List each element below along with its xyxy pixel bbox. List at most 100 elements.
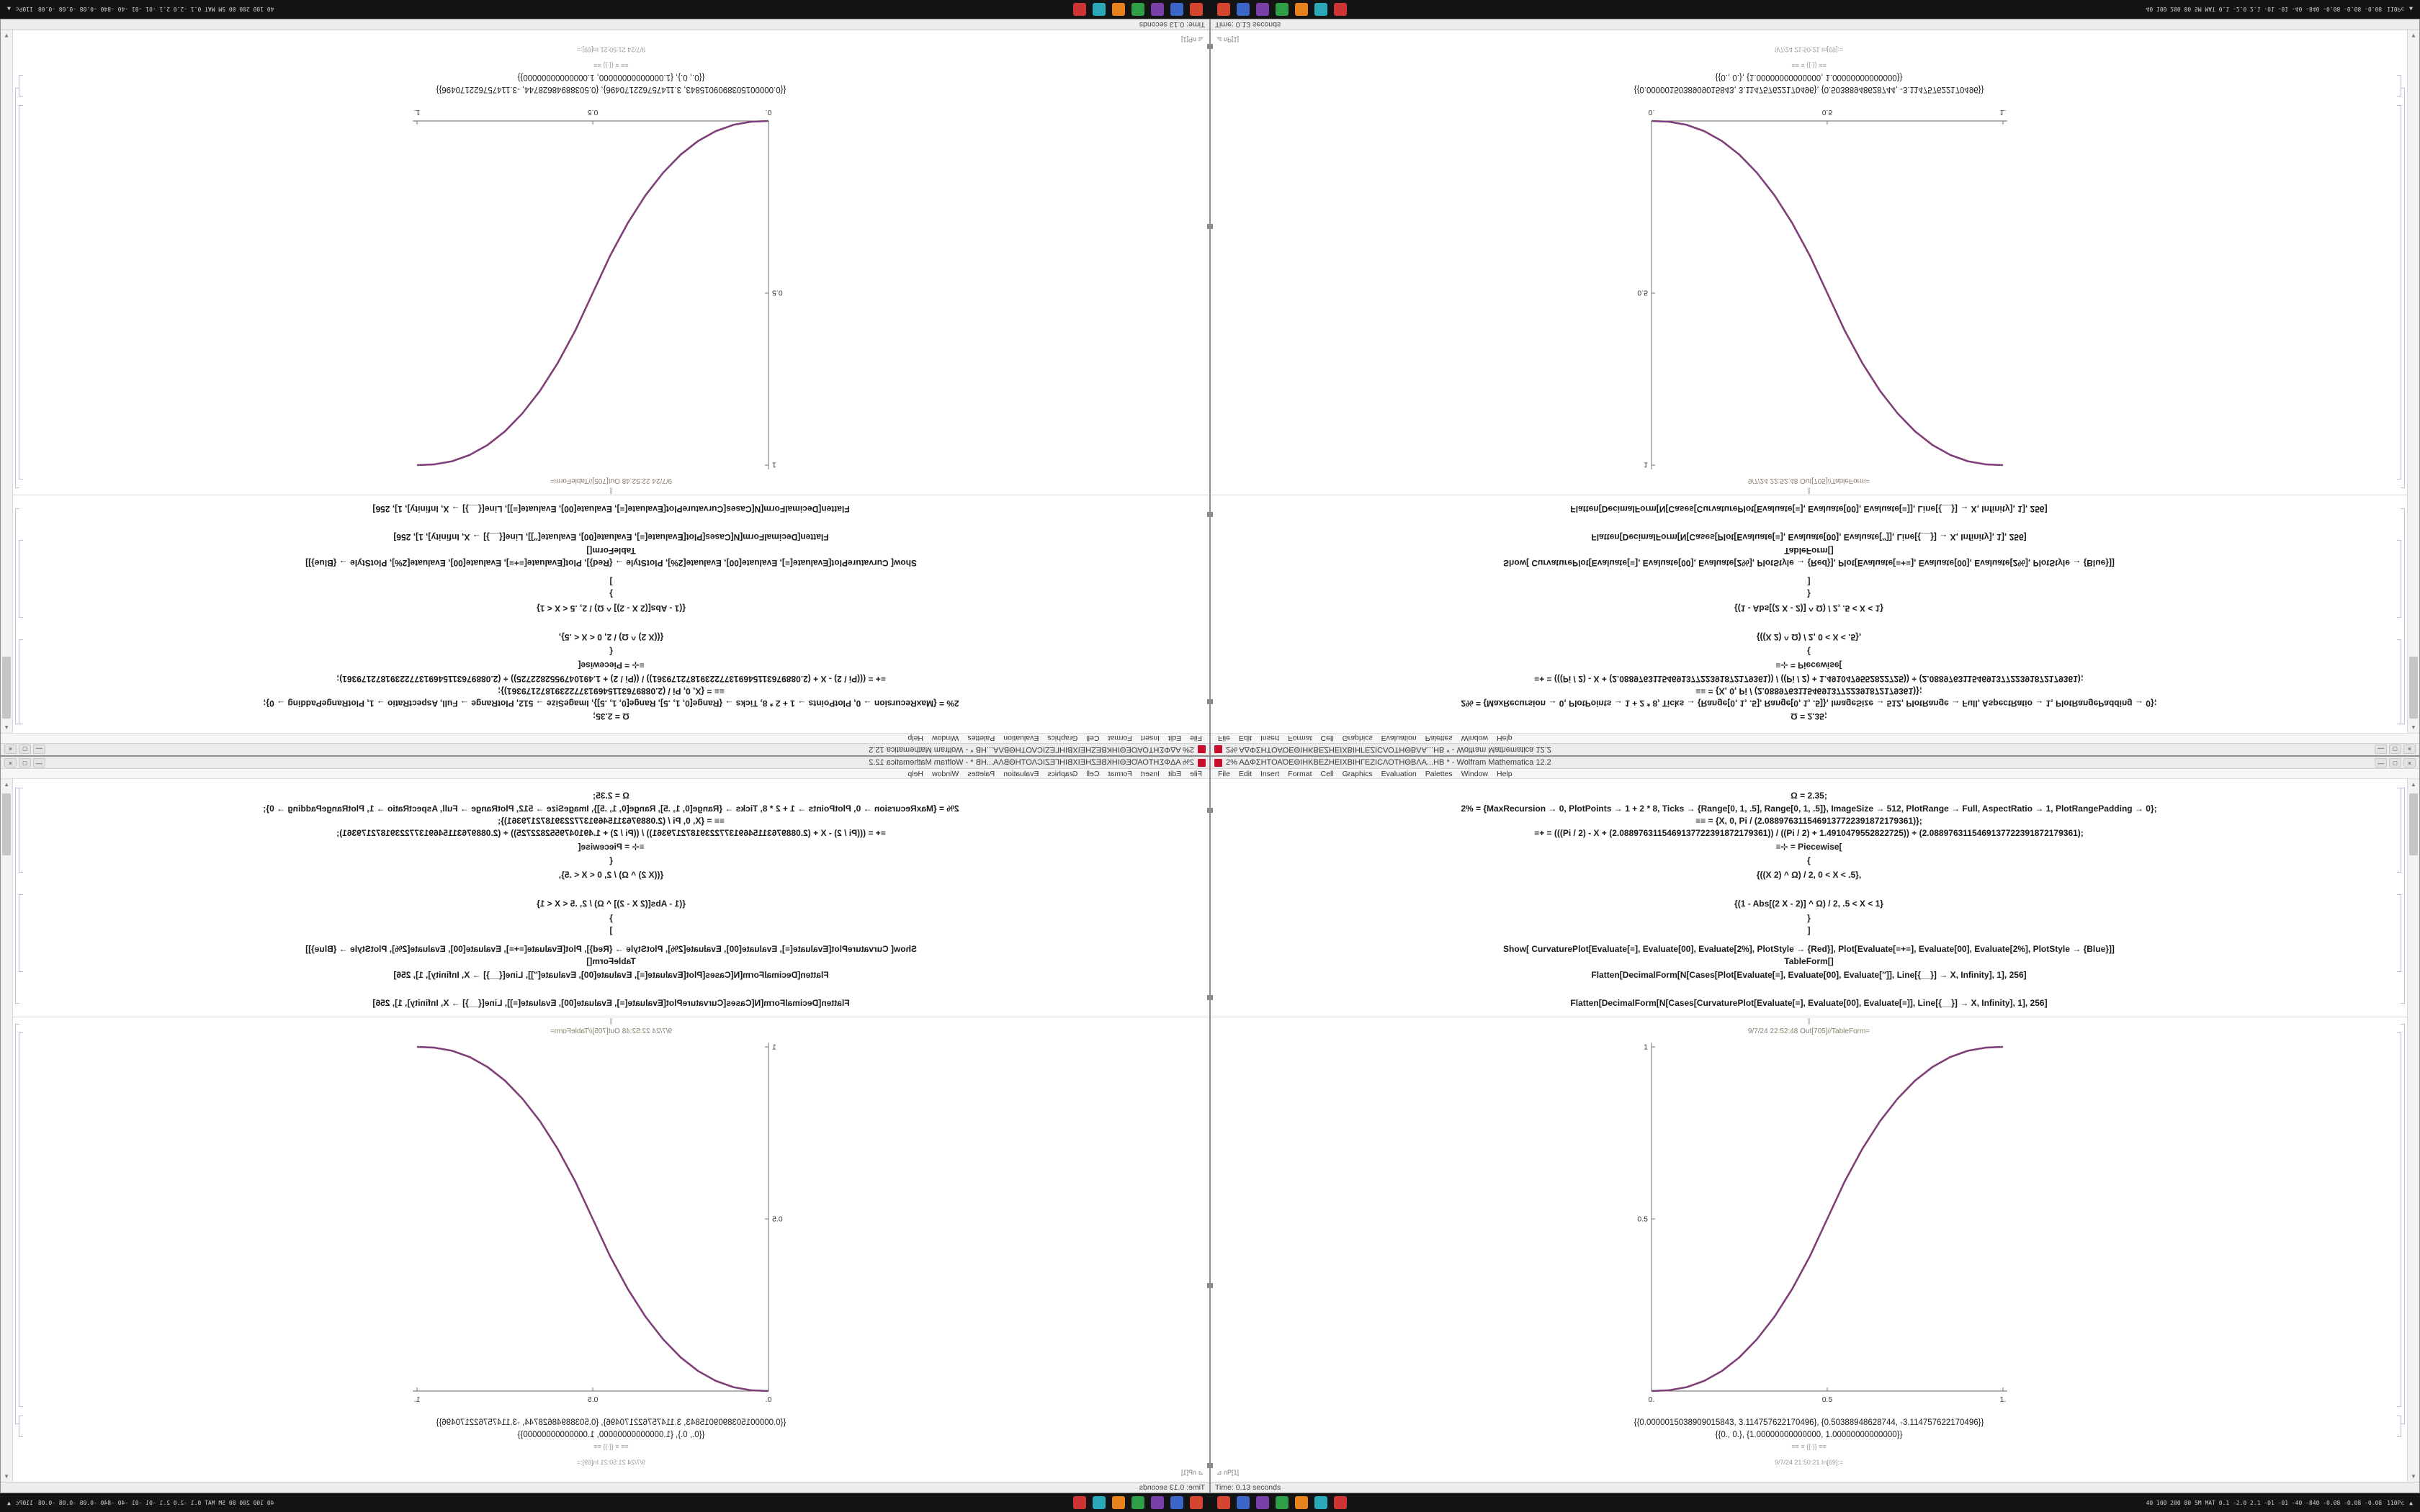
menu-format[interactable]: Format xyxy=(1288,734,1312,743)
menu-file[interactable]: File xyxy=(1190,769,1202,778)
notebook-input-line[interactable]: } xyxy=(609,589,613,599)
menu-edit[interactable]: Edit xyxy=(1238,769,1252,778)
cell-bracket[interactable] xyxy=(19,1416,23,1437)
notebook-input-line[interactable]: ≡≡ = {X, 0, Pi / (2.08897631154691377223… xyxy=(498,816,725,826)
menu-help[interactable]: Help xyxy=(1497,734,1512,743)
notebook-input-line[interactable]: TableForm[] xyxy=(586,546,636,556)
notebook-input-line[interactable]: ] xyxy=(609,925,613,935)
notebook-input-line[interactable]: ≡+ = (((Pi / 2) - X + (2.088976311546913… xyxy=(1534,828,2084,838)
minimize-button[interactable]: — xyxy=(33,757,45,768)
cell-bracket[interactable] xyxy=(2397,1416,2401,1437)
notebook-input-line[interactable]: 2% = {MaxRecursion → 0, PlotPoints → 1 +… xyxy=(1461,698,2157,708)
taskbar-app-icon-red[interactable] xyxy=(1217,1496,1230,1509)
menu-file[interactable]: File xyxy=(1218,769,1230,778)
notebook-input-line[interactable]: {((X 2) ^ Ω) / 2, 0 < X < .5}, xyxy=(1756,870,1862,880)
scroll-up-arrow-icon[interactable]: ▲ xyxy=(4,781,9,788)
taskbar-app-icon-red[interactable] xyxy=(1190,1496,1203,1509)
window-titlebar[interactable]: 2% ΑΔΦΣΗΤΟΑΌΕΘΙΗΚΒΕΖΗΕΙΧΒΙΗΓΕΖΙCΛΟΤΗΘΒΛΑ… xyxy=(1,743,1209,755)
notebook-input-line[interactable]: ≡+ = (((Pi / 2) - X + (2.088976311546913… xyxy=(336,674,886,684)
cell-bracket[interactable] xyxy=(2397,894,2401,972)
notebook-input-line[interactable]: ≡⊹ = Piecewise[ xyxy=(578,842,645,852)
taskbar-app-icon-teal[interactable] xyxy=(1093,3,1106,16)
scrollbar-thumb[interactable] xyxy=(2409,793,2418,855)
notebook-input-line[interactable]: } xyxy=(1807,913,1811,923)
taskbar-app-icon-orange[interactable] xyxy=(1295,3,1308,16)
menu-window[interactable]: Window xyxy=(931,769,959,778)
cell-bracket[interactable] xyxy=(2397,1032,2401,1407)
notebook-input-line[interactable]: Flatten[DecimalForm[N[Cases[CurvaturePlo… xyxy=(372,504,850,514)
taskbar-app-icon-red[interactable] xyxy=(1190,3,1203,16)
notebook-input-line[interactable]: Ω = 2.35; xyxy=(1791,711,1827,721)
menu-cell[interactable]: Cell xyxy=(1086,769,1100,778)
menu-evaluation[interactable]: Evaluation xyxy=(1003,734,1039,743)
menu-insert[interactable]: Insert xyxy=(1140,734,1160,743)
maximize-button[interactable]: □ xyxy=(2389,757,2401,768)
maximize-button[interactable]: □ xyxy=(19,757,31,768)
window-titlebar[interactable]: 2% ΑΔΦΣΗΤΟΑΌΕΘΙΗΚΒΕΖΗΕΙΧΒΙΗΓΕΖΙCΛΟΤΗΘΒΛΑ… xyxy=(1211,757,2419,769)
notebook-input-line[interactable]: Flatten[DecimalForm[N[Cases[Plot[Evaluat… xyxy=(1591,970,2027,980)
menu-insert[interactable]: Insert xyxy=(1260,734,1280,743)
cell-bracket[interactable] xyxy=(2401,1024,2405,1424)
cell-bracket[interactable] xyxy=(19,540,23,618)
cell-bracket[interactable] xyxy=(2397,639,2401,724)
notebook-input-line[interactable]: TableForm[] xyxy=(586,956,636,966)
scroll-down-arrow-icon[interactable]: ▼ xyxy=(2411,32,2416,39)
scroll-down-arrow-icon[interactable]: ▼ xyxy=(2411,1473,2416,1480)
notebook-input-line[interactable]: ≡≡ = {X, 0, Pi / (2.08897631154691377223… xyxy=(1695,816,1922,826)
notebook-input-line[interactable]: Show[ CurvaturePlot[Evaluate[≡], Evaluat… xyxy=(1503,558,2115,568)
taskbar-app-icon-green[interactable] xyxy=(1131,1496,1144,1509)
taskbar-app-icon-purple[interactable] xyxy=(1151,1496,1164,1509)
cell-bracket[interactable] xyxy=(19,894,23,972)
notebook-input-line[interactable]: ≡+ = (((Pi / 2) - X + (2.088976311546913… xyxy=(336,828,886,838)
notebook-input-line[interactable]: } xyxy=(609,913,613,923)
vertical-scrollbar[interactable]: ▲ ▼ xyxy=(2407,30,2419,733)
menu-palettes[interactable]: Palettes xyxy=(967,769,995,778)
taskbar-app-icon-green[interactable] xyxy=(1131,3,1144,16)
scrollbar-thumb[interactable] xyxy=(2,657,11,719)
cell-bracket[interactable] xyxy=(2397,75,2401,96)
notebook-input-line[interactable]: {((X 2) ^ Ω) / 2, 0 < X < .5}, xyxy=(558,632,664,642)
notebook-input-line[interactable]: {((X 2) ^ Ω) / 2, 0 < X < .5}, xyxy=(558,870,664,880)
notebook-input-line[interactable]: Ω = 2.35; xyxy=(593,711,629,721)
cell-bracket[interactable] xyxy=(2397,540,2401,618)
notebook-input-line[interactable]: { xyxy=(609,647,613,657)
menu-cell[interactable]: Cell xyxy=(1320,769,1334,778)
menu-edit[interactable]: Edit xyxy=(1168,734,1182,743)
cell-bracket[interactable] xyxy=(19,75,23,96)
vertical-scrollbar[interactable]: ▲ ▼ xyxy=(2407,779,2419,1482)
menu-format[interactable]: Format xyxy=(1288,769,1312,778)
notebook-input-line[interactable]: Show[ CurvaturePlot[Evaluate[≡], Evaluat… xyxy=(305,944,917,954)
notebook-input-line[interactable]: 2% = {MaxRecursion → 0, PlotPoints → 1 +… xyxy=(263,804,959,814)
cell-bracket[interactable] xyxy=(19,105,23,480)
notebook-input-line[interactable]: 2% = {MaxRecursion → 0, PlotPoints → 1 +… xyxy=(263,698,959,708)
notebook-input-line[interactable]: ] xyxy=(1807,577,1811,587)
notebook-input-line[interactable]: ] xyxy=(609,577,613,587)
cell-bracket[interactable] xyxy=(2401,788,2405,1004)
menu-palettes[interactable]: Palettes xyxy=(1425,769,1453,778)
menu-graphics[interactable]: Graphics xyxy=(1047,769,1078,778)
tray-expand-icon[interactable]: ▲ xyxy=(7,1499,11,1506)
notebook-input-line[interactable]: { xyxy=(609,855,613,865)
cell-bracket[interactable] xyxy=(19,1032,23,1407)
menu-graphics[interactable]: Graphics xyxy=(1342,769,1373,778)
menu-format[interactable]: Format xyxy=(1108,734,1132,743)
menu-cell[interactable]: Cell xyxy=(1320,734,1334,743)
menu-insert[interactable]: Insert xyxy=(1140,769,1160,778)
menu-format[interactable]: Format xyxy=(1108,769,1132,778)
menu-palettes[interactable]: Palettes xyxy=(967,734,995,743)
taskbar-app-icon-orange[interactable] xyxy=(1295,1496,1308,1509)
taskbar-app-icon-purple[interactable] xyxy=(1256,3,1269,16)
tray-expand-icon[interactable]: ▲ xyxy=(2409,1499,2413,1506)
notebook-input-line[interactable]: {(1 - Abs[(2 X - 2)] ^ Ω) / 2, .5 < X < … xyxy=(1734,899,1883,909)
scroll-up-arrow-icon[interactable]: ▲ xyxy=(2411,781,2416,788)
menu-evaluation[interactable]: Evaluation xyxy=(1381,734,1417,743)
menu-help[interactable]: Help xyxy=(908,734,923,743)
menu-insert[interactable]: Insert xyxy=(1260,769,1280,778)
taskbar-app-icon-blue[interactable] xyxy=(1237,3,1250,16)
notebook-input-line[interactable]: Ω = 2.35; xyxy=(1791,791,1827,801)
notebook-input-line[interactable]: ] xyxy=(1807,925,1811,935)
cell-bracket[interactable] xyxy=(19,788,23,873)
taskbar-app-icon-crimson[interactable] xyxy=(1073,3,1086,16)
taskbar-app-icon-blue[interactable] xyxy=(1170,1496,1183,1509)
taskbar-app-icon-blue[interactable] xyxy=(1170,3,1183,16)
